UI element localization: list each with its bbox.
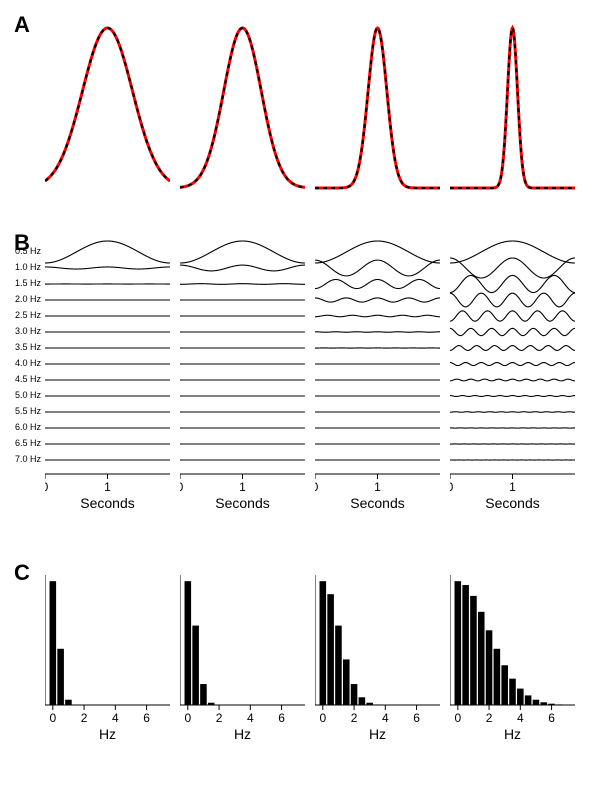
panel-C-subplot: 0 2 4 6 Hz (180, 570, 305, 775)
panel-A-row (45, 18, 575, 208)
panel-A-subplot (450, 18, 575, 193)
panel-B-subplot: 0.5 Hz1.0 Hz1.5 Hz2.0 Hz2.5 Hz3.0 Hz3.5 … (45, 240, 170, 535)
svg-text:Seconds: Seconds (80, 495, 134, 511)
panel-B-row: 0.5 Hz1.0 Hz1.5 Hz2.0 Hz2.5 Hz3.0 Hz3.5 … (45, 240, 575, 535)
panel-B-subplot: 0 1Seconds (450, 240, 575, 535)
freq-label: 6.0 Hz (7, 422, 41, 432)
freq-label: 5.0 Hz (7, 390, 41, 400)
svg-text:0: 0 (180, 480, 184, 494)
panel-B-subplot: 0 1Seconds (180, 240, 305, 535)
svg-text:2: 2 (216, 711, 223, 725)
svg-text:Hz: Hz (234, 726, 251, 742)
freq-label: 6.5 Hz (7, 438, 41, 448)
svg-text:1: 1 (509, 480, 516, 494)
svg-text:0: 0 (315, 480, 319, 494)
svg-text:0: 0 (454, 711, 461, 725)
svg-text:0: 0 (319, 711, 326, 725)
svg-text:Seconds: Seconds (350, 495, 404, 511)
svg-text:1: 1 (104, 480, 111, 494)
panel-A-label: A (14, 12, 30, 38)
svg-text:4: 4 (247, 711, 254, 725)
freq-label: 1.5 Hz (7, 278, 41, 288)
svg-text:0: 0 (45, 480, 49, 494)
svg-text:Hz: Hz (504, 726, 521, 742)
svg-text:2: 2 (351, 711, 358, 725)
svg-text:0: 0 (184, 711, 191, 725)
freq-label: 3.5 Hz (7, 342, 41, 352)
svg-text:4: 4 (112, 711, 119, 725)
svg-text:6: 6 (143, 711, 150, 725)
svg-text:6: 6 (548, 711, 555, 725)
panel-C-subplot: 0 2 4 6 Hz (450, 570, 575, 775)
freq-label: 2.5 Hz (7, 310, 41, 320)
panel-C-subplot: 0 2 4 6 Hz (315, 570, 440, 775)
freq-label: 5.5 Hz (7, 406, 41, 416)
panel-A-subplot (45, 18, 170, 193)
freq-label: 4.5 Hz (7, 374, 41, 384)
svg-text:2: 2 (81, 711, 88, 725)
panel-C-subplot: 0 2 4 6 Hz (45, 570, 170, 775)
freq-label: 3.0 Hz (7, 326, 41, 336)
svg-text:1: 1 (239, 480, 246, 494)
svg-text:0: 0 (450, 480, 454, 494)
freq-label: 7.0 Hz (7, 454, 41, 464)
svg-text:1: 1 (374, 480, 381, 494)
svg-text:Seconds: Seconds (485, 495, 539, 511)
svg-text:0: 0 (49, 711, 56, 725)
freq-label: 1.0 Hz (7, 262, 41, 272)
freq-label: 2.0 Hz (7, 294, 41, 304)
panel-B-subplot: 0 1Seconds (315, 240, 440, 535)
svg-text:4: 4 (517, 711, 524, 725)
freq-label: 0.5 Hz (7, 246, 41, 256)
figure-root: A B C 0.5 Hz1.0 Hz1.5 Hz2.0 Hz2.5 Hz3.0 … (0, 0, 593, 795)
panel-C-row: 0 2 4 6 Hz 0 2 4 6 Hz 0 2 4 6 Hz 0 2 4 6 Hz (45, 570, 575, 775)
svg-text:6: 6 (278, 711, 285, 725)
panel-A-subplot (315, 18, 440, 193)
svg-text:Hz: Hz (369, 726, 386, 742)
freq-label: 4.0 Hz (7, 358, 41, 368)
svg-text:Seconds: Seconds (215, 495, 269, 511)
panel-C-label: C (14, 560, 30, 586)
svg-text:6: 6 (413, 711, 420, 725)
svg-text:4: 4 (382, 711, 389, 725)
svg-text:Hz: Hz (99, 726, 116, 742)
svg-text:2: 2 (486, 711, 493, 725)
panel-A-subplot (180, 18, 305, 193)
